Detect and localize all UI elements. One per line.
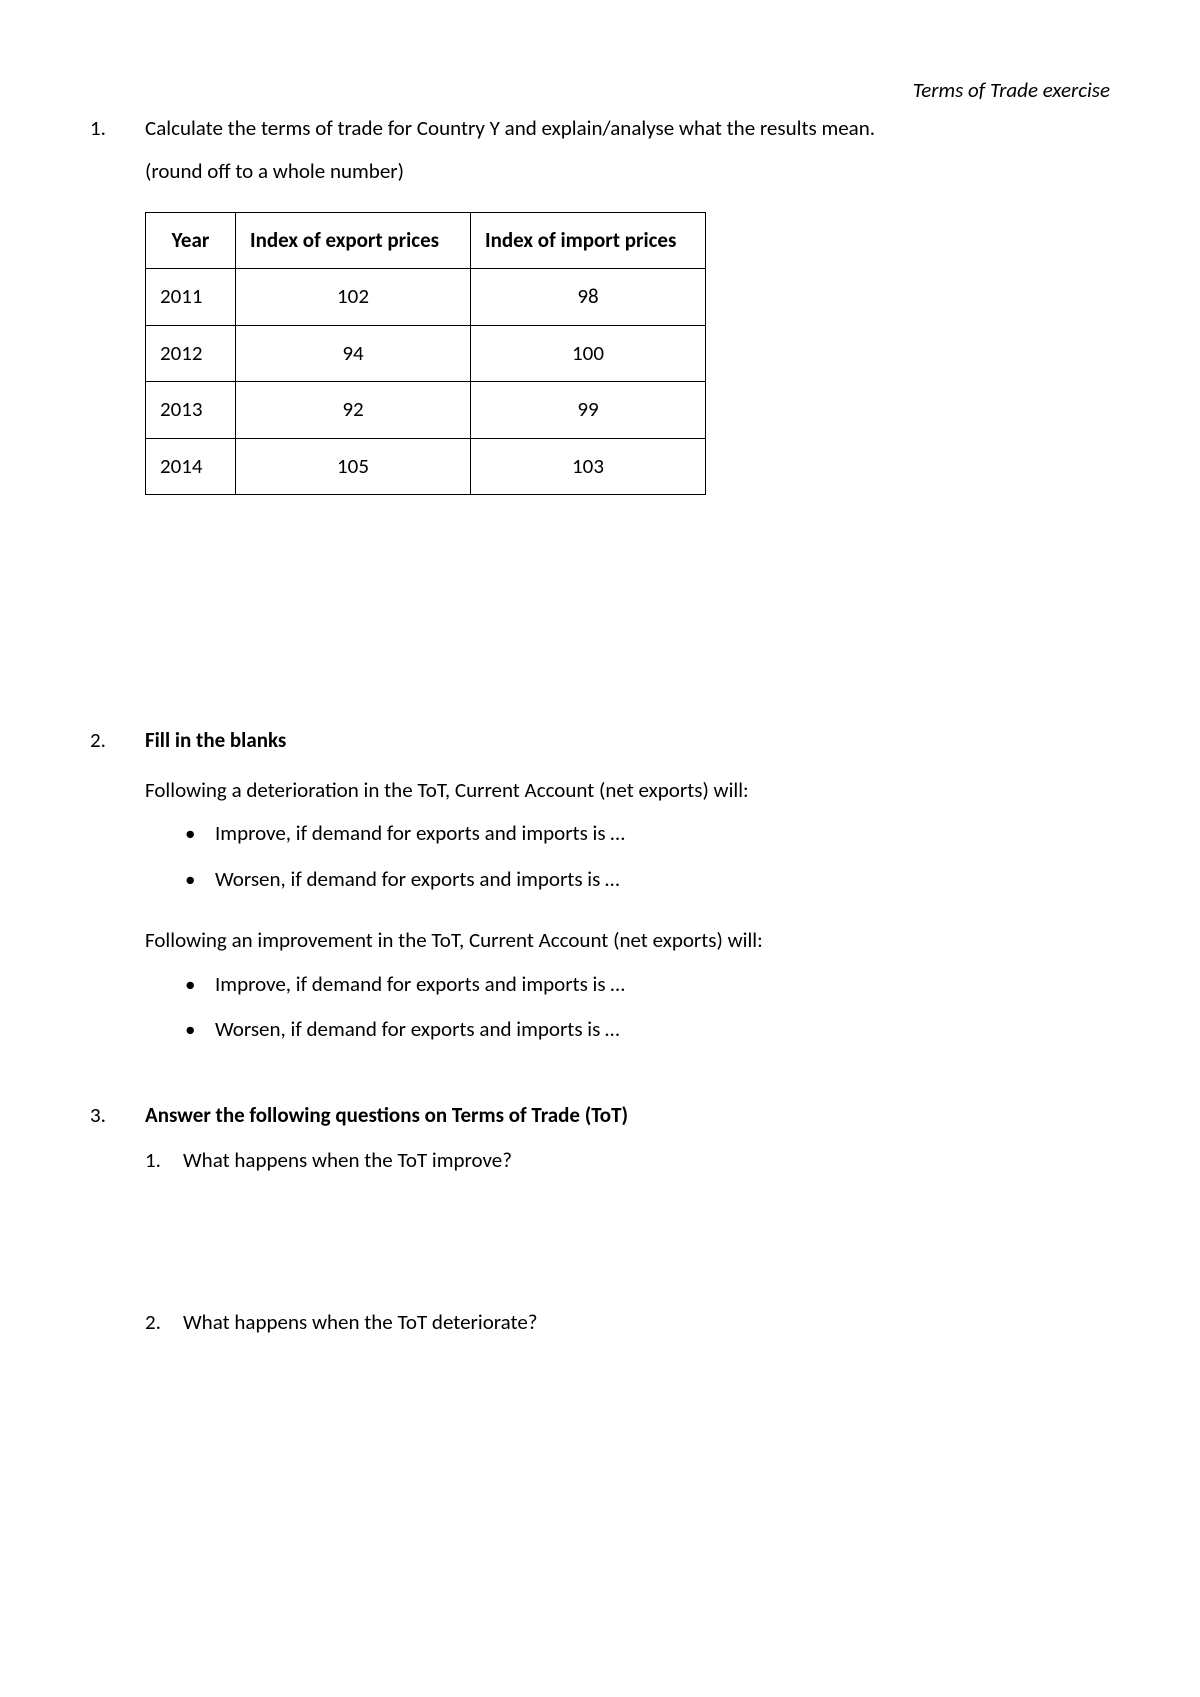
q2-para1: Following a deterioration in the ToT, Cu… <box>145 775 1110 807</box>
cell-year: 2014 <box>146 438 236 495</box>
q3-subquestion: 1. What happens when the ToT improve? <box>145 1145 1110 1177</box>
table-row: 2011 102 98 <box>146 269 706 326</box>
subq-number: 2. <box>145 1307 183 1339</box>
q3-subquestion-list: 1. What happens when the ToT improve? 2.… <box>145 1145 1110 1338</box>
col-header-year: Year <box>146 212 236 269</box>
q3-number: 3. <box>90 1100 145 1469</box>
table-header-row: Year Index of export prices Index of imp… <box>146 212 706 269</box>
q2-para2: Following an improvement in the ToT, Cur… <box>145 925 1110 957</box>
cell-export: 105 <box>236 438 471 495</box>
cell-import: 99 <box>471 382 706 439</box>
q2-heading: Fill in the blanks <box>145 725 1110 757</box>
cell-import: 103 <box>471 438 706 495</box>
q3-heading: Answer the following questions on Terms … <box>145 1100 1110 1132</box>
q3-subquestion: 2. What happens when the ToT deteriorate… <box>145 1307 1110 1339</box>
question-1: 1. Calculate the terms of trade for Coun… <box>90 113 1110 716</box>
cell-year: 2013 <box>146 382 236 439</box>
table-row: 2013 92 99 <box>146 382 706 439</box>
q2-bullet: Worsen, if demand for exports and import… <box>185 1014 1110 1046</box>
q1-subtext: (round off to a whole number) <box>145 156 1110 188</box>
q1-content: Calculate the terms of trade for Country… <box>145 113 1110 716</box>
cell-import: 98 <box>471 269 706 326</box>
q2-bullet: Improve, if demand for exports and impor… <box>185 969 1110 1001</box>
q2-bullet: Worsen, if demand for exports and import… <box>185 864 1110 896</box>
question-3: 3. Answer the following questions on Ter… <box>90 1100 1110 1469</box>
cell-export: 94 <box>236 325 471 382</box>
q2-bullet: Improve, if demand for exports and impor… <box>185 818 1110 850</box>
q2-bullet-list-1: Improve, if demand for exports and impor… <box>145 818 1110 895</box>
subq-text: What happens when the ToT improve? <box>183 1145 512 1177</box>
page-header-title: Terms of Trade exercise <box>90 75 1110 107</box>
q3-content: Answer the following questions on Terms … <box>145 1100 1110 1469</box>
table-row: 2012 94 100 <box>146 325 706 382</box>
q2-content: Fill in the blanks Following a deteriora… <box>145 725 1110 1060</box>
cell-year: 2011 <box>146 269 236 326</box>
cell-year: 2012 <box>146 325 236 382</box>
col-header-import: Index of import prices <box>471 212 706 269</box>
question-2: 2. Fill in the blanks Following a deteri… <box>90 725 1110 1060</box>
q2-bullet-list-2: Improve, if demand for exports and impor… <box>145 969 1110 1046</box>
q1-data-table: Year Index of export prices Index of imp… <box>145 212 706 496</box>
cell-export: 92 <box>236 382 471 439</box>
q1-number: 1. <box>90 113 145 716</box>
q2-number: 2. <box>90 725 145 1060</box>
subq-text: What happens when the ToT deteriorate? <box>183 1307 538 1339</box>
cell-import: 100 <box>471 325 706 382</box>
subq-number: 1. <box>145 1145 183 1177</box>
col-header-export: Index of export prices <box>236 212 471 269</box>
table-row: 2014 105 103 <box>146 438 706 495</box>
q1-text: Calculate the terms of trade for Country… <box>145 113 1110 145</box>
cell-export: 102 <box>236 269 471 326</box>
